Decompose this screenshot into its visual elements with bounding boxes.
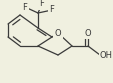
Text: OH: OH: [99, 50, 112, 60]
Text: O: O: [54, 28, 61, 38]
Text: F: F: [39, 0, 44, 8]
Text: F: F: [49, 5, 54, 15]
Text: O: O: [84, 28, 91, 38]
Text: F: F: [22, 2, 27, 12]
